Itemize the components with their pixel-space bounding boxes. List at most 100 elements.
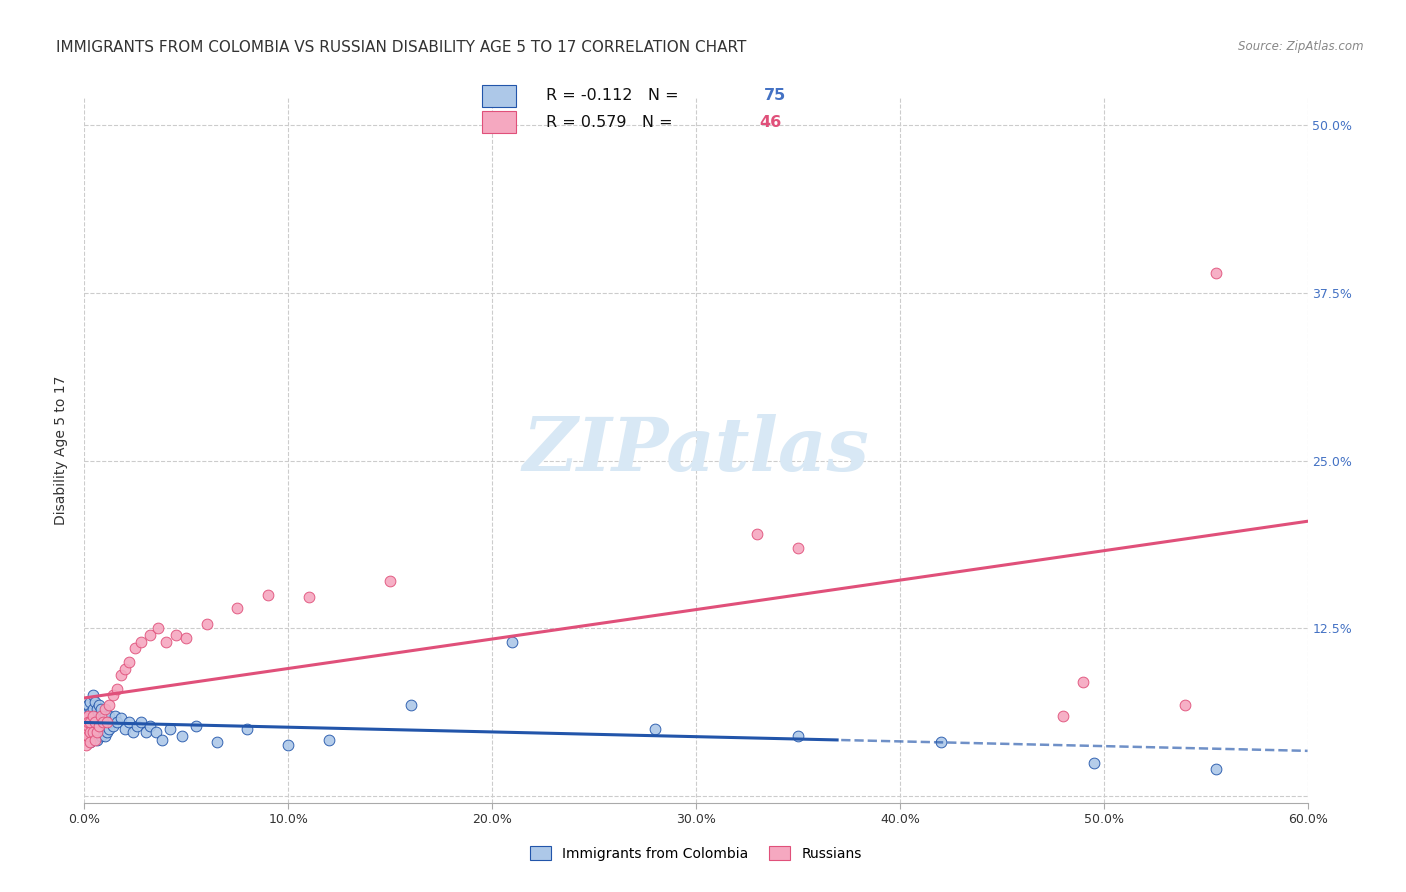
Point	[205, 735, 228, 749]
Point	[104, 708, 127, 723]
Point	[118, 715, 141, 730]
Point	[77, 711, 100, 725]
FancyBboxPatch shape	[482, 112, 516, 133]
Point	[502, 634, 524, 648]
Point	[1052, 708, 1074, 723]
Point	[83, 708, 105, 723]
Point	[114, 662, 136, 676]
Point	[787, 729, 810, 743]
Point	[145, 724, 167, 739]
Point	[172, 729, 194, 743]
Text: Source: ZipAtlas.com: Source: ZipAtlas.com	[1239, 40, 1364, 54]
Text: 46: 46	[759, 115, 782, 129]
Point	[1073, 675, 1095, 690]
Point	[82, 702, 104, 716]
Point	[118, 655, 141, 669]
Point	[159, 722, 181, 736]
Text: R = 0.579   N =: R = 0.579 N =	[546, 115, 678, 129]
Point	[79, 715, 101, 730]
Point	[195, 617, 218, 632]
Point	[77, 698, 100, 712]
Point	[127, 719, 149, 733]
Point	[90, 715, 112, 730]
Point	[75, 722, 97, 736]
Point	[226, 601, 249, 615]
Point	[77, 719, 100, 733]
Point	[236, 722, 259, 736]
Point	[82, 722, 104, 736]
Point	[83, 732, 105, 747]
Point	[93, 719, 115, 733]
Point	[77, 708, 100, 723]
Point	[929, 735, 952, 749]
Point	[79, 724, 101, 739]
Point	[79, 695, 101, 709]
Point	[75, 732, 97, 747]
Point	[150, 732, 173, 747]
Point	[644, 722, 666, 736]
Point	[75, 715, 97, 730]
Point	[87, 719, 110, 733]
Point	[93, 729, 115, 743]
Text: R = -0.112   N =: R = -0.112 N =	[546, 88, 683, 103]
Point	[122, 724, 145, 739]
Point	[124, 641, 146, 656]
Point	[110, 668, 132, 682]
Point	[101, 689, 124, 703]
Point	[90, 729, 112, 743]
Point	[90, 702, 112, 716]
Point	[138, 628, 160, 642]
Point	[75, 708, 97, 723]
Point	[97, 698, 120, 712]
Point	[75, 724, 97, 739]
Point	[79, 735, 101, 749]
Point	[298, 591, 321, 605]
Point	[82, 708, 104, 723]
Point	[77, 724, 100, 739]
Point	[79, 706, 101, 720]
Legend: Immigrants from Colombia, Russians: Immigrants from Colombia, Russians	[524, 840, 868, 866]
Point	[131, 634, 153, 648]
Point	[79, 729, 101, 743]
Point	[93, 702, 115, 716]
Point	[77, 706, 100, 720]
Point	[101, 719, 124, 733]
Y-axis label: Disability Age 5 to 17: Disability Age 5 to 17	[55, 376, 69, 525]
Point	[75, 711, 97, 725]
Point	[83, 715, 105, 730]
FancyBboxPatch shape	[482, 85, 516, 107]
Point	[96, 715, 118, 730]
Point	[138, 719, 160, 733]
Point	[86, 715, 108, 730]
Text: 75: 75	[763, 88, 786, 103]
Point	[87, 724, 110, 739]
Point	[86, 708, 108, 723]
Point	[100, 715, 122, 730]
Point	[97, 722, 120, 736]
Point	[1174, 698, 1197, 712]
Point	[77, 729, 100, 743]
Point	[277, 738, 299, 752]
Point	[380, 574, 402, 589]
Point	[155, 634, 177, 648]
Point	[114, 722, 136, 736]
Point	[90, 708, 112, 723]
Point	[146, 621, 169, 635]
Point	[257, 588, 280, 602]
Point	[97, 708, 120, 723]
Point	[174, 631, 197, 645]
Point	[131, 715, 153, 730]
Point	[87, 698, 110, 712]
Point	[83, 729, 105, 743]
Point	[1205, 266, 1227, 280]
Point	[75, 722, 97, 736]
Point	[186, 719, 208, 733]
Point	[135, 724, 157, 739]
Point	[93, 708, 115, 723]
Point	[1083, 756, 1105, 770]
Point	[86, 724, 108, 739]
Point	[91, 715, 114, 730]
Text: ZIPatlas: ZIPatlas	[523, 414, 869, 487]
Point	[79, 719, 101, 733]
Point	[399, 698, 422, 712]
